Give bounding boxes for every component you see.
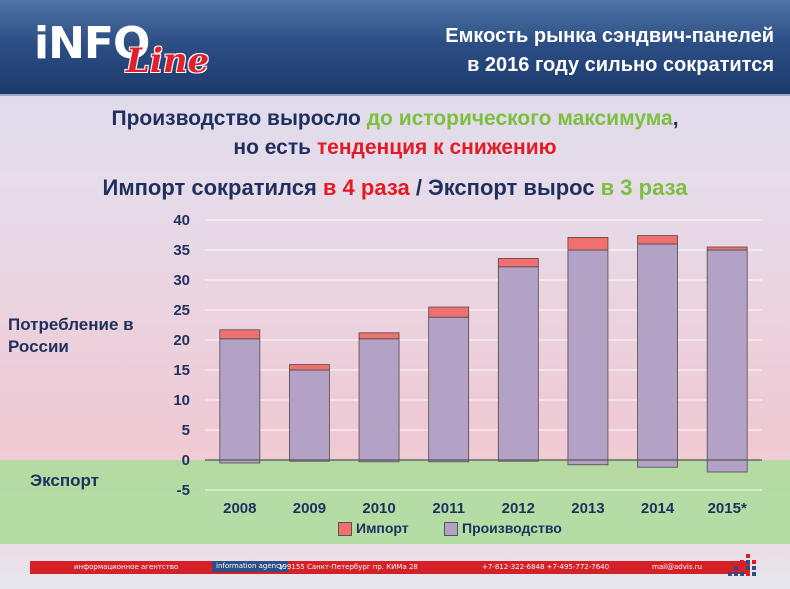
consumption-label: Потребление в России (8, 315, 134, 356)
x-tick-label: 2012 (502, 500, 535, 517)
bar-production (428, 316, 470, 461)
headline-production-comma: , (672, 107, 679, 130)
x-tick-label: 2014 (641, 500, 675, 517)
infoline-logo: iNFO Line (34, 22, 244, 82)
x-tick-label: 2009 (293, 500, 326, 517)
footer-email: mail@advis.ru (652, 563, 703, 571)
y-tick-label: 15 (173, 362, 190, 379)
legend-swatch-production (444, 522, 458, 536)
legend-label-import: Импорт (356, 520, 409, 536)
x-tick-label: 2008 (223, 500, 256, 517)
headline-import-highlight: в 4 раза (322, 175, 410, 200)
logo-script-text: Line (126, 41, 210, 81)
footer-agency-ru: информационное агентство (74, 563, 179, 571)
headline-trend-highlight: тенденция к снижению (316, 136, 557, 159)
y-tick-label: 10 (173, 392, 190, 409)
legend-swatch-import (338, 522, 352, 536)
header-bar: iNFO Line Емкость рынка сэндвич-панелей … (0, 0, 790, 96)
headline-export-text: / Экспорт вырос (409, 175, 601, 200)
y-tick-label: 40 (173, 212, 190, 229)
bar-production (289, 369, 330, 461)
slide-title-line-2: в 2016 году сильно сократится (467, 54, 774, 76)
footer-phones: +7-812-322-6848 +7-495-772-7640 (482, 563, 610, 571)
y-tick-label: 0 (182, 452, 190, 469)
bar-import (358, 332, 400, 340)
bar-production (637, 243, 678, 461)
y-tick-label: 30 (173, 272, 190, 289)
bar-production (567, 249, 609, 461)
footer-dots-decoration (728, 554, 756, 576)
bar-import (706, 246, 748, 251)
legend-label-production: Производство (462, 520, 562, 536)
y-tick-label: 5 (182, 422, 190, 439)
bar-import (428, 306, 470, 318)
headline-production: Производство выросло до исторического ма… (0, 106, 790, 132)
export-band (0, 460, 790, 544)
headline-trend-text: но есть (233, 136, 317, 159)
headline-export-highlight: в 3 раза (600, 175, 688, 200)
bar-production (219, 338, 261, 461)
x-tick-label: 2011 (432, 500, 465, 517)
bar-export (567, 459, 609, 466)
y-tick-label: 25 (173, 302, 190, 319)
bar-production (358, 338, 400, 461)
bar-import (497, 257, 539, 268)
slide-title-line-1: Емкость рынка сэндвич-панелей (445, 25, 774, 47)
bar-import (637, 235, 678, 245)
footer-address: 199155 Санкт-Петербург пр. КИМа 28 (278, 563, 418, 571)
bar-export (706, 459, 748, 473)
logo-main-text: iNFO (34, 18, 150, 69)
y-tick-label: 20 (173, 332, 190, 349)
bar-export (637, 459, 678, 468)
headline-production-highlight: до исторического максимума (366, 107, 673, 130)
headline-trend: но есть тенденция к снижению (0, 135, 790, 161)
x-tick-label: 2015* (708, 500, 747, 517)
x-tick-label: 2010 (362, 500, 395, 517)
x-tick-label: 2013 (571, 500, 604, 517)
export-label: Экспорт (30, 471, 99, 490)
bar-import (219, 329, 261, 340)
footer-bar: информационное агентство information age… (30, 561, 750, 574)
headline-production-text: Производство выросло (111, 107, 367, 130)
headline-import-text: Импорт сократился (102, 175, 323, 200)
bar-production (706, 249, 748, 461)
y-tick-label: 35 (173, 242, 190, 259)
y-tick-label: -5 (177, 482, 190, 499)
bar-import (289, 364, 330, 371)
footer-agency-en: information agency (212, 561, 289, 572)
bar-production (497, 266, 539, 461)
headline-import-export: Импорт сократился в 4 раза / Экспорт выр… (0, 175, 790, 201)
slide-title: Емкость рынка сэндвич-панелей в 2016 год… (344, 22, 774, 80)
bar-import (567, 236, 609, 251)
